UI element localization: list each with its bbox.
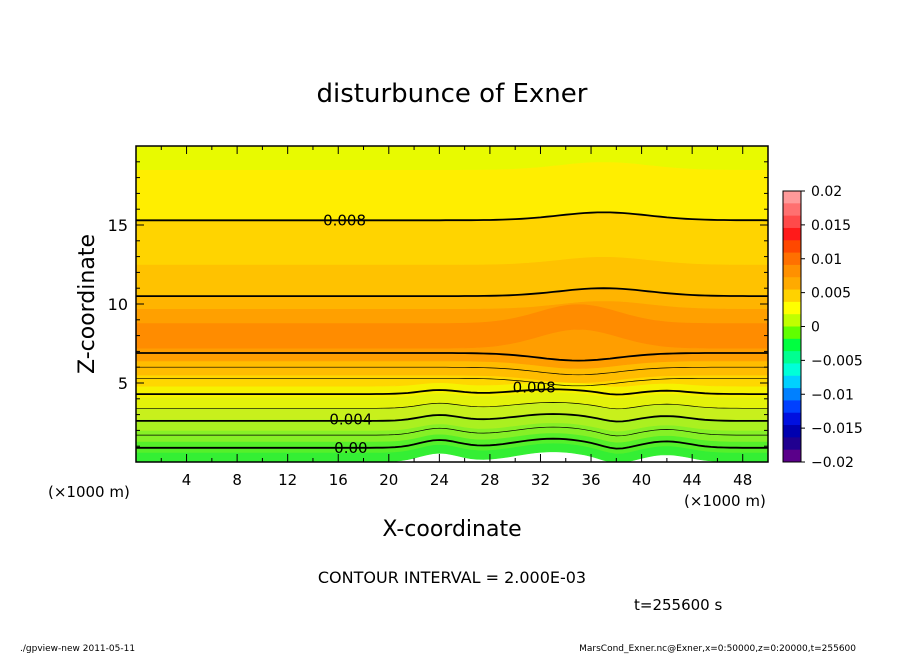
colorbar-tick-label: 0.015 — [811, 218, 851, 234]
colorbar-swatch — [783, 425, 801, 438]
contour-line-major — [136, 388, 768, 396]
colorbar-swatch — [783, 191, 801, 204]
x-tick-label: 12 — [278, 471, 297, 489]
contour-line-major — [136, 352, 768, 362]
colorbar-swatch — [783, 289, 801, 303]
contour-label: 0.008 — [513, 379, 556, 397]
colorbar-tick-label: 0.02 — [811, 184, 842, 200]
colorbar-tick-label: 0 — [811, 320, 820, 336]
x-tick-label: 32 — [531, 471, 550, 489]
time-text: t=255600 s — [634, 596, 722, 614]
x-tick-label: 4 — [182, 471, 192, 489]
colorbar-swatch — [783, 203, 801, 217]
contour-line-minor — [136, 366, 768, 376]
colorbar-swatch — [783, 240, 801, 254]
contour-line-major — [136, 287, 768, 297]
x-axis-label: X-coordinate — [382, 517, 521, 542]
plot-fill-layer — [136, 146, 768, 462]
contour-line-major — [136, 437, 768, 450]
colorbar-swatch — [783, 449, 801, 463]
colorbar-swatch — [783, 375, 801, 389]
x-tick-label: 44 — [683, 471, 702, 489]
contour-band — [136, 161, 768, 221]
colorbar-swatch — [783, 412, 801, 426]
contour-band — [136, 146, 768, 170]
colorbar-swatch — [783, 252, 801, 266]
colorbar-swatch — [783, 363, 801, 377]
colorbar-swatch — [783, 388, 801, 401]
x-tick-label: 24 — [430, 471, 449, 489]
colorbar-swatch — [783, 338, 801, 352]
colorbar-swatch — [783, 351, 801, 364]
contour-line-layer — [136, 211, 768, 450]
contour-label: 0.00 — [334, 439, 367, 457]
y-axis-label: Z-coordinate — [75, 234, 100, 374]
y-axis: 5 10 15 — [108, 161, 768, 447]
x-tick-label: 40 — [632, 471, 651, 489]
colorbar-swatch — [783, 215, 801, 229]
chart-title: disturbunce of Exner — [317, 79, 588, 109]
colorbar-swatch — [783, 437, 801, 451]
x-tick-label: 8 — [232, 471, 242, 489]
y-tick-label: 10 — [108, 295, 128, 314]
colorbar-swatch — [783, 314, 801, 327]
colorbar-swatch — [783, 277, 801, 291]
contour-label-layer: 0.008 0.008 0.004 0.00 — [323, 211, 556, 457]
colorbar-ticks: 0.02 0.015 0.01 0.005 0 −0.005 −0.01 −0.015 −0.0… — [801, 184, 863, 471]
colorbar-tick-label: −0.01 — [811, 387, 854, 403]
colorbar-swatch — [783, 227, 801, 241]
x-tick-label: 20 — [379, 471, 398, 489]
contour-interval-text: CONTOUR INTERVAL = 2.000E-03 — [318, 568, 586, 587]
contour-line-minor — [136, 377, 768, 387]
colorbar-tick-label: 0.005 — [811, 286, 851, 302]
contour-label: 0.004 — [329, 410, 372, 428]
x-tick-label: 28 — [480, 471, 499, 489]
contour-line-major — [136, 211, 768, 222]
contour-line-minor — [136, 402, 768, 410]
colorbar-tick-label: −0.005 — [811, 353, 863, 369]
x-tick-label: 48 — [733, 471, 752, 489]
footer-right: MarsCond_Exner.nc@Exner,x=0:50000,z=0:20… — [579, 644, 856, 654]
colorbar-tick-label: 0.01 — [811, 252, 842, 268]
contour-line-major — [136, 413, 768, 423]
colorbar-swatch — [783, 400, 801, 414]
y-tick-label: 15 — [108, 216, 128, 235]
colorbar-tick-label: −0.02 — [811, 455, 854, 471]
y-tick-label: 5 — [118, 374, 128, 393]
x-tick-label: 36 — [581, 471, 600, 489]
contour-label: 0.008 — [323, 211, 366, 229]
x-tick-label: 16 — [329, 471, 348, 489]
x-unit-right: (×1000 m) — [684, 492, 766, 510]
x-axis: 4 8 12 16 20 24 28 32 36 40 44 48 — [160, 146, 769, 489]
colorbar-tick-label: −0.015 — [811, 421, 863, 437]
colorbar-swatch — [783, 326, 801, 340]
colorbar-swatch — [783, 264, 801, 278]
x-unit-left: (×1000 m) — [48, 483, 130, 501]
colorbar — [782, 190, 802, 463]
contour-line-minor — [136, 426, 768, 437]
footer-left: ./gpview-new 2011-05-11 — [20, 644, 135, 654]
colorbar-swatch — [783, 301, 801, 315]
